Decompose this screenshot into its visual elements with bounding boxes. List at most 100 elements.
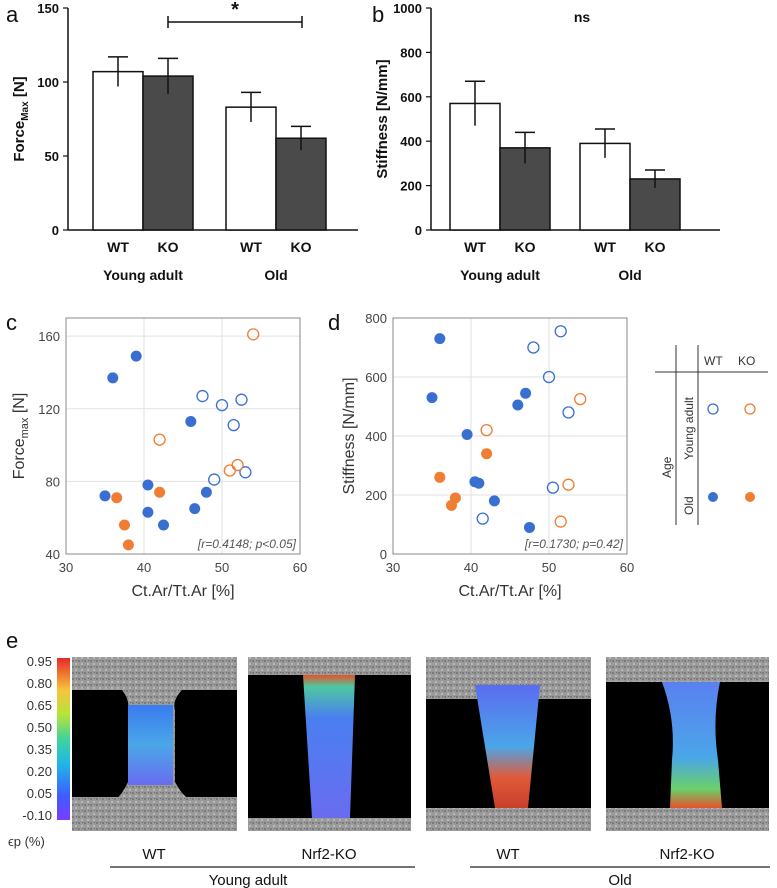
- data-point: [520, 387, 532, 399]
- data-point: [208, 473, 221, 486]
- x-tick-label: 30: [59, 560, 73, 575]
- image-label-4: Nrf2-KO: [659, 846, 714, 863]
- data-point: [574, 392, 587, 406]
- data-point: [189, 503, 201, 515]
- x-tick-label: 30: [386, 560, 400, 575]
- colorbar-tick-label: 0.65: [27, 698, 52, 713]
- colorbar-tick-label: 0.50: [27, 720, 52, 735]
- y-tick-label: 200: [400, 179, 422, 194]
- x-group-label: Old: [264, 267, 287, 283]
- plot-frame: [65, 317, 301, 555]
- stat-annotation: [r=0.1730; p=0.42]: [524, 537, 624, 551]
- y-tick-label: 50: [45, 149, 59, 164]
- y-tick-label: 100: [37, 75, 59, 90]
- y-tick-label: 400: [365, 429, 387, 444]
- colorbar-tick-label: 0.05: [27, 786, 52, 801]
- significance-label: *: [231, 0, 239, 21]
- data-point: [476, 512, 489, 525]
- plot-border: [392, 317, 628, 555]
- y-axis-label: Forcemax [N]: [11, 393, 31, 480]
- colorbar-label: ϵp (%): [8, 834, 45, 849]
- image-group-young: Young adult: [209, 872, 289, 888]
- x-category-label: KO: [515, 239, 536, 255]
- data-point: [122, 539, 134, 551]
- data-point: [527, 341, 540, 354]
- legend-marker-young-ko: [744, 403, 756, 415]
- x-tick-label: 60: [293, 560, 307, 575]
- colorbar-tick-label: 0.95: [27, 654, 52, 669]
- data-point: [524, 521, 535, 533]
- specimen-image-1: [72, 657, 237, 831]
- data-point: [154, 486, 166, 498]
- colorbar-tick-label: 0.80: [27, 676, 52, 691]
- data-point: [185, 415, 197, 427]
- y-axis-label: ForceMax [N]: [11, 76, 31, 161]
- y-tick-label: 400: [400, 134, 422, 149]
- y-tick-label: 0: [380, 547, 387, 562]
- data-point: [196, 389, 209, 403]
- bar: [92, 70, 144, 231]
- y-axis-label: Stiffness [N/mm]: [374, 59, 391, 178]
- y-tick-label: 40: [46, 547, 60, 562]
- image-label-2: Nrf2-KO: [301, 846, 356, 863]
- data-point: [142, 479, 154, 491]
- y-tick-label: 120: [38, 402, 60, 417]
- x-tick-label: 50: [215, 560, 229, 575]
- image-group-old: Old: [608, 872, 631, 888]
- specimen-image-3: [426, 657, 591, 831]
- data-point: [158, 519, 169, 531]
- x-category-label: KO: [158, 239, 179, 255]
- legend-col-wt: WT: [704, 354, 723, 368]
- image-label-1: WT: [142, 846, 165, 863]
- x-group-label: Old: [618, 267, 641, 283]
- colorbar-tick-label: 0.35: [27, 742, 52, 757]
- data-point: [247, 328, 260, 341]
- x-tick-label: 60: [620, 560, 634, 575]
- data-point: [434, 333, 446, 345]
- x-category-label: WT: [240, 239, 262, 255]
- x-category-label: WT: [594, 239, 616, 255]
- data-point: [480, 423, 493, 437]
- data-point: [227, 418, 240, 432]
- chart-a: 0 50 100 150 WT KO WT KO Young adult Old ForceMax …: [11, 0, 358, 283]
- y-tick-label: 600: [365, 370, 387, 385]
- plot-border: [65, 317, 301, 555]
- data-point: [235, 393, 248, 406]
- y-tick-label: 0: [415, 223, 422, 238]
- data-point: [231, 458, 244, 472]
- x-tick-label: 40: [137, 560, 151, 575]
- data-point: [461, 429, 473, 441]
- legend-row-young: Young adult: [682, 396, 696, 460]
- panel-letter-b: b: [372, 2, 384, 27]
- legend-col-ko: KO: [738, 354, 755, 368]
- data-point: [119, 519, 130, 531]
- colorbar-gradient: [57, 658, 70, 820]
- chart-b: 0 200 400 600 800 1000 WT KO WT KO Young adult Old S…: [374, 1, 720, 283]
- legend-marker-old-wt: [708, 492, 718, 502]
- specimen-image-4: [606, 657, 769, 831]
- data-point: [111, 492, 123, 504]
- data-point: [473, 477, 485, 489]
- panel-letter-d: d: [328, 310, 340, 335]
- stat-annotation: [r=0.4148; p<0.05]: [197, 537, 297, 551]
- data-point: [481, 448, 493, 460]
- specimen-image-2: [248, 657, 411, 831]
- data-point: [546, 481, 560, 494]
- data-point: [554, 515, 567, 528]
- data-point: [200, 486, 212, 498]
- x-category-label: KO: [291, 239, 312, 255]
- x-tick-label: 40: [464, 560, 478, 575]
- data-point: [142, 506, 154, 518]
- data-point: [512, 399, 524, 411]
- data-point: [215, 398, 229, 412]
- data-point: [153, 433, 166, 446]
- x-category-label: WT: [107, 239, 129, 255]
- bar: [142, 75, 194, 231]
- data-point: [434, 471, 446, 483]
- y-axis-label: Stiffness [N/mm]: [341, 377, 358, 494]
- y-tick-label: 800: [400, 45, 422, 60]
- panel-letter-a: a: [6, 2, 19, 27]
- x-group-label: Young adult: [460, 267, 540, 283]
